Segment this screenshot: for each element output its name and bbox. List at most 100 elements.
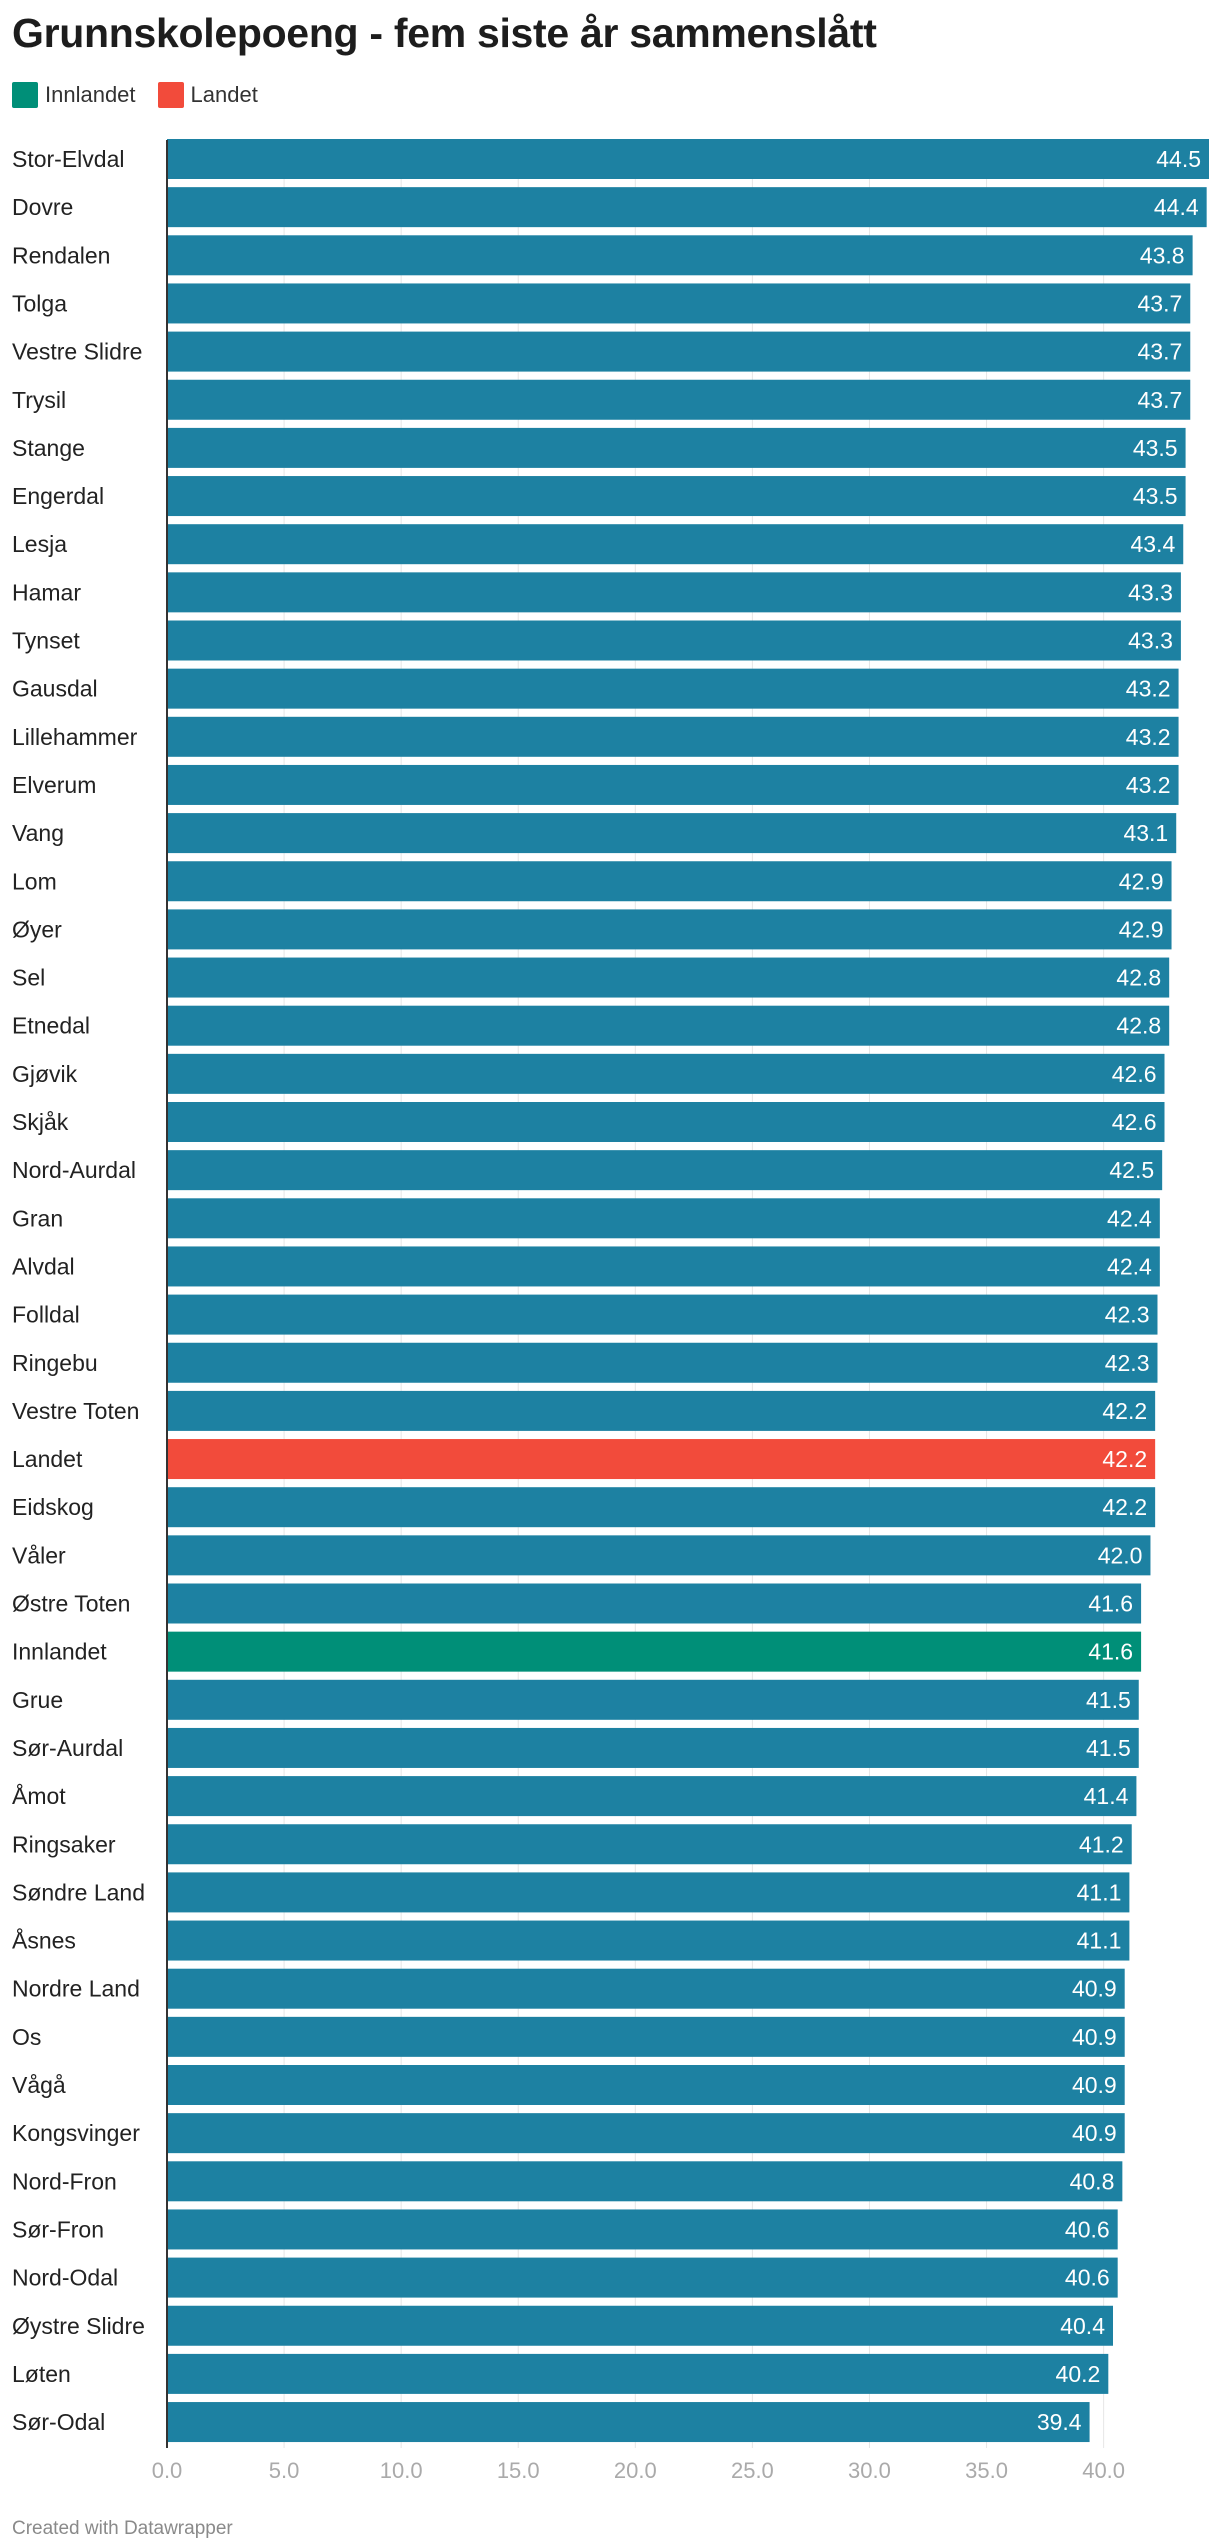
value-label: 40.9 [1072,2120,1117,2146]
bar [167,1053,1165,1094]
value-label: 42.3 [1105,1350,1150,1376]
bar [167,1390,1156,1431]
category-label: Gjøvik [12,1061,78,1087]
value-label: 42.8 [1116,965,1161,991]
category-label: Løten [12,2361,71,2387]
value-label: 41.6 [1088,1639,1133,1665]
value-label: 41.1 [1077,1879,1122,1905]
category-label: Skjåk [12,1109,69,1135]
bar [167,1342,1158,1383]
value-label: 43.2 [1126,724,1171,750]
legend-label-landet: Landet [190,82,258,107]
bar [167,668,1179,709]
value-label: 41.6 [1088,1591,1133,1617]
bar [167,1198,1160,1239]
legend-item-landet: Landet [157,82,258,108]
category-label: Stange [12,435,85,461]
category-label: Øyer [12,916,62,942]
category-label: Eidskog [12,1494,94,1520]
value-label: 43.7 [1138,387,1183,413]
x-tick-label: 30.0 [848,2458,891,2483]
value-label: 42.3 [1105,1302,1150,1328]
bar [167,2257,1118,2298]
bar [167,1776,1137,1817]
value-label: 40.6 [1065,2265,1110,2291]
category-label: Etnedal [12,1013,90,1039]
value-label: 42.4 [1107,1253,1152,1279]
x-tick-label: 10.0 [380,2458,423,2483]
bar [167,1727,1139,1768]
category-label: Kongsvinger [12,2120,140,2146]
bar [167,476,1186,517]
category-label: Elverum [12,772,96,798]
value-label: 42.2 [1102,1398,1147,1424]
bar [167,1631,1142,1672]
x-tick-label: 0.0 [152,2458,183,2483]
bar [167,1583,1142,1624]
category-label: Hamar [12,579,81,605]
legend-label-innlandet: Innlandet [45,82,136,107]
value-label: 42.4 [1107,1205,1152,1231]
value-label: 40.9 [1072,2072,1117,2098]
category-label: Åmot [12,1782,66,1809]
legend-swatch-innlandet [12,82,38,108]
category-label: Ringsaker [12,1831,116,1857]
footer-credit: Created with Datawrapper [12,2518,233,2539]
category-label: Vang [12,820,64,846]
bar [167,2402,1090,2443]
category-label: Dovre [12,194,73,220]
value-label: 42.2 [1102,1494,1147,1520]
value-label: 42.0 [1098,1542,1143,1568]
legend-swatch-landet [157,82,184,108]
category-label: Gausdal [12,676,98,702]
bar [167,427,1186,468]
category-label: Sør-Fron [12,2216,104,2242]
bar [167,235,1193,276]
bar [167,2016,1125,2057]
bar [167,572,1181,613]
value-label: 40.8 [1070,2168,1115,2194]
bar [167,2065,1125,2105]
bar [167,861,1172,902]
bar [167,2305,1113,2346]
bar [167,957,1170,998]
bar [167,1487,1156,1528]
x-tick-label: 35.0 [965,2458,1008,2483]
category-label: Sør-Aurdal [12,1735,123,1761]
category-label: Lillehammer [12,724,138,750]
bar [167,139,1209,179]
bar [167,813,1177,854]
category-label: Ringebu [12,1350,98,1376]
x-tick-label: 20.0 [614,2458,657,2483]
bar [167,187,1207,228]
value-label: 41.5 [1086,1735,1131,1761]
bar [167,1824,1132,1865]
value-label: 43.4 [1130,531,1175,557]
value-label: 42.9 [1119,868,1164,894]
category-label: Trysil [12,387,66,413]
bar [167,620,1181,661]
value-label: 43.7 [1138,339,1183,365]
value-label: 42.6 [1112,1061,1157,1087]
category-label: Sør-Odal [12,2409,105,2435]
value-label: 42.9 [1119,916,1164,942]
category-label: Sel [12,965,45,991]
value-label: 41.1 [1077,1928,1122,1954]
category-label: Østre Toten [12,1591,130,1617]
category-label: Grue [12,1687,63,1713]
value-label: 42.6 [1112,1109,1157,1135]
bar [167,1150,1163,1191]
category-label: Nord-Odal [12,2265,118,2291]
bar [167,524,1184,565]
category-label: Lesja [12,531,67,557]
bar [167,764,1179,805]
category-label: Vestre Toten [12,1398,139,1424]
x-tick-label: 25.0 [731,2458,774,2483]
value-label: 43.2 [1126,772,1171,798]
value-label: 40.4 [1060,2313,1105,2339]
value-label: 41.5 [1086,1687,1131,1713]
category-label: Landet [12,1446,83,1472]
bar [167,1294,1158,1335]
category-label: Nord-Fron [12,2168,117,2194]
